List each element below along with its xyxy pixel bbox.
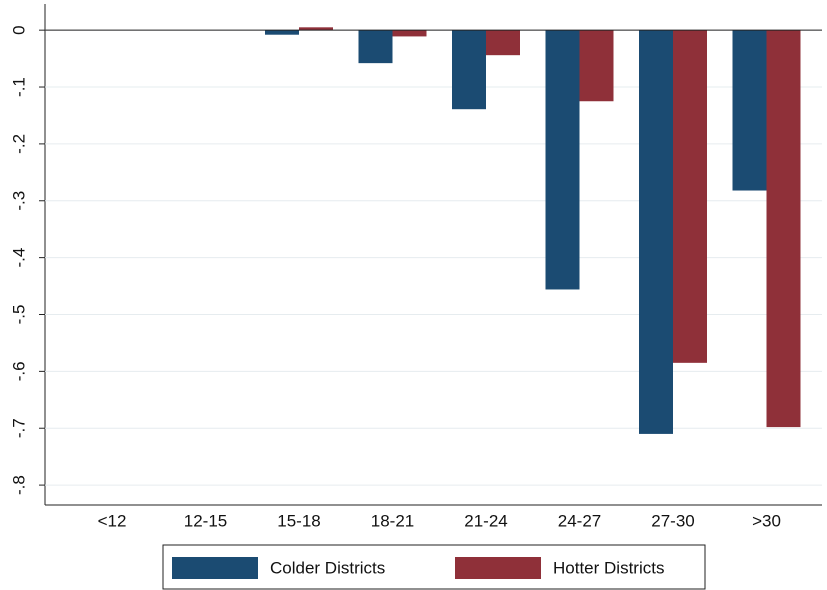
y-tick-label: -.1: [9, 77, 28, 97]
bar: [545, 30, 580, 290]
bar: [639, 30, 673, 434]
y-tick-label: -.7: [9, 418, 28, 438]
y-tick-label: -.4: [9, 248, 28, 268]
x-tick-label: 15-18: [277, 511, 320, 530]
x-tick-label: 24-27: [558, 511, 601, 530]
bar: [673, 30, 707, 363]
bar: [766, 30, 801, 428]
bar: [358, 30, 393, 64]
y-tick-label: -.2: [9, 134, 28, 154]
legend-swatch: [455, 557, 541, 579]
bar: [452, 30, 486, 110]
legend-label: Colder Districts: [270, 558, 385, 577]
legend-swatch: [172, 557, 258, 579]
bar: [579, 30, 614, 102]
y-tick-label: 0: [9, 25, 28, 34]
legend-label: Hotter Districts: [553, 558, 664, 577]
bar: [732, 30, 767, 191]
x-tick-label: <12: [98, 511, 127, 530]
bar: [265, 30, 299, 35]
x-tick-label: 21-24: [464, 511, 507, 530]
x-tick-label: 27-30: [651, 511, 694, 530]
bar: [299, 27, 333, 31]
y-tick-label: -.8: [9, 475, 28, 495]
bar: [392, 30, 427, 37]
y-tick-label: -.3: [9, 191, 28, 211]
y-tick-label: -.6: [9, 361, 28, 381]
x-tick-label: >30: [752, 511, 781, 530]
bar: [486, 30, 520, 56]
y-tick-label: -.5: [9, 305, 28, 325]
x-tick-label: 12-15: [184, 511, 227, 530]
x-tick-label: 18-21: [371, 511, 414, 530]
